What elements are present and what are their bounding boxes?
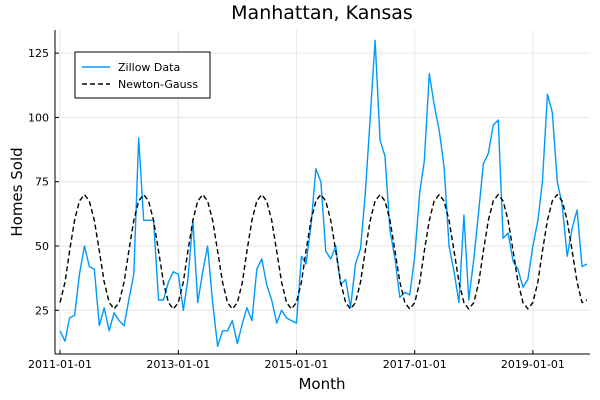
x-tick-label: 2019-01-01 [501,358,565,371]
x-tick-label: 2011-01-01 [28,358,92,371]
x-tick-label: 2017-01-01 [383,358,447,371]
y-tick-label: 50 [35,240,49,253]
y-tick-label: 100 [28,111,49,124]
x-tick-label: 2015-01-01 [264,358,328,371]
legend-label-zillow: Zillow Data [118,61,180,74]
series-line-newton-gauss [59,193,588,310]
x-tick-label: 2013-01-01 [146,358,210,371]
y-axis-label: Homes Sold [8,147,26,236]
y-tick-label: 75 [35,176,49,189]
legend-label-newton-gauss: Newton-Gauss [118,78,198,91]
x-ticks: 2011-01-01 2013-01-01 2015-01-01 2017-01-01… [28,350,565,371]
series-line-zillow-data [59,39,588,347]
y-ticks: 25 50 75 100 125 [28,47,59,317]
y-tick-label: 25 [35,304,49,317]
x-axis-label: Month [298,375,345,393]
y-tick-label: 125 [28,47,49,60]
chart-title: Manhattan, Kansas [231,2,413,24]
series-layer [59,39,588,347]
legend: Zillow Data Newton-Gauss [74,51,211,99]
legend-box [74,51,211,99]
